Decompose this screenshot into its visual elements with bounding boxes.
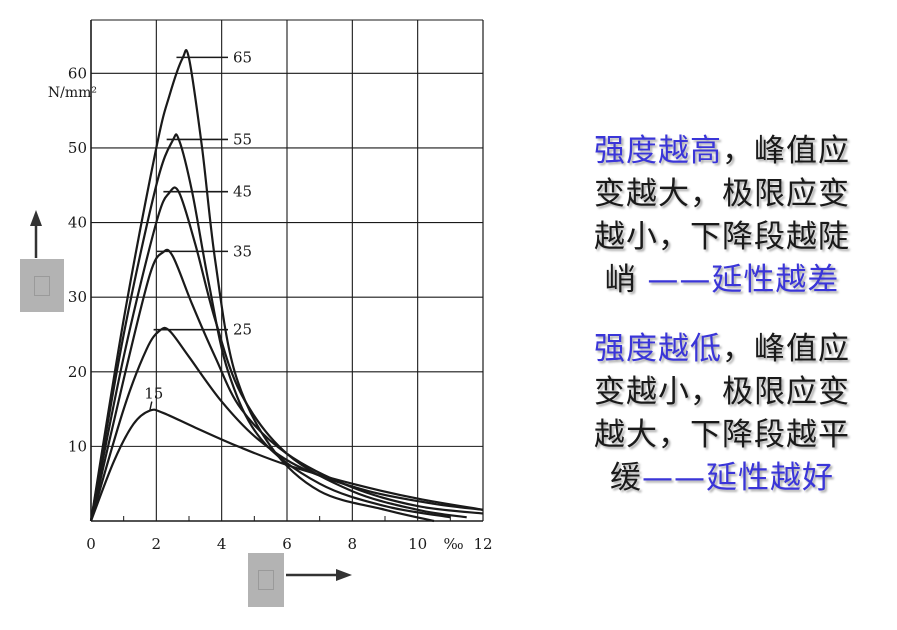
peak-leader-line <box>149 401 153 411</box>
low-strength-line4: 缓 <box>610 460 642 496</box>
y-tick-label: 50 <box>68 139 87 157</box>
image-placeholder-left <box>20 259 64 312</box>
stress-strain-curve-35 <box>89 248 484 522</box>
low-strength-description: 强度越低，峰值应 变越小，极限应变 越大，下降段越平 缓——延性越好 <box>562 328 882 500</box>
high-strength-line4: 峭 <box>604 262 648 298</box>
stress-strain-curve-45 <box>89 186 467 522</box>
stress-strain-curve-15 <box>89 408 484 522</box>
x-tick-label: 12 <box>473 535 492 553</box>
y-tick-label: 10 <box>68 437 87 455</box>
peak-label-15: 15 <box>144 385 163 403</box>
peak-label-25: 25 <box>233 321 252 339</box>
peak-label-45: 45 <box>233 183 252 201</box>
y-tick-label: 40 <box>68 214 87 232</box>
stress-strain-chart: 0 2 4 6 8 10 12 10 20 30 40 50 60 ‰ N/mm² 65 55 45 35 25 15 <box>30 19 493 581</box>
y-axis-unit-label: N/mm² <box>48 85 97 101</box>
peak-label-65: 65 <box>233 48 252 66</box>
image-placeholder-bottom <box>248 553 284 607</box>
x-tick-label: 10 <box>408 535 427 553</box>
x-tick-label: 8 <box>348 535 358 553</box>
x-tick-label: 0 <box>86 535 96 553</box>
low-strength-highlight: 强度越低 <box>594 331 722 367</box>
stress-strain-curve-55 <box>89 133 451 522</box>
peak-label-35: 35 <box>233 242 252 260</box>
x-direction-arrowhead <box>336 569 352 581</box>
x-tick-label: 2 <box>152 535 162 553</box>
high-strength-line1: ，峰值应 <box>722 133 850 169</box>
high-strength-line2: 变越大，极限应变 <box>594 176 850 212</box>
stress-strain-curve-25 <box>89 326 484 522</box>
ductility-better-label: ——延性越好 <box>642 460 834 496</box>
x-tick-label: 6 <box>282 535 292 553</box>
y-tick-label: 20 <box>68 363 87 381</box>
high-strength-description: 强度越高，峰值应 变越大，极限应变 越小，下降段越陡 峭 ——延性越差 <box>562 130 882 302</box>
missing-image-icon <box>34 275 50 296</box>
x-tick-label: 4 <box>217 535 227 553</box>
low-strength-line2: 变越小，极限应变 <box>594 374 850 410</box>
ductility-worse-label: ——延性越差 <box>647 262 840 298</box>
missing-image-icon <box>258 570 274 590</box>
x-axis-unit-label: ‰ <box>444 535 464 553</box>
low-strength-line3: 越大，下降段越平 <box>594 417 850 453</box>
high-strength-line3: 越小，下降段越陡 <box>594 219 850 255</box>
high-strength-highlight: 强度越高 <box>594 133 722 169</box>
stress-strain-curve-65 <box>89 49 435 523</box>
y-tick-label: 60 <box>68 64 87 82</box>
low-strength-line1: ，峰值应 <box>722 331 850 367</box>
y-tick-label: 30 <box>68 288 87 306</box>
y-direction-arrowhead <box>30 210 42 226</box>
peak-label-55: 55 <box>233 130 252 148</box>
